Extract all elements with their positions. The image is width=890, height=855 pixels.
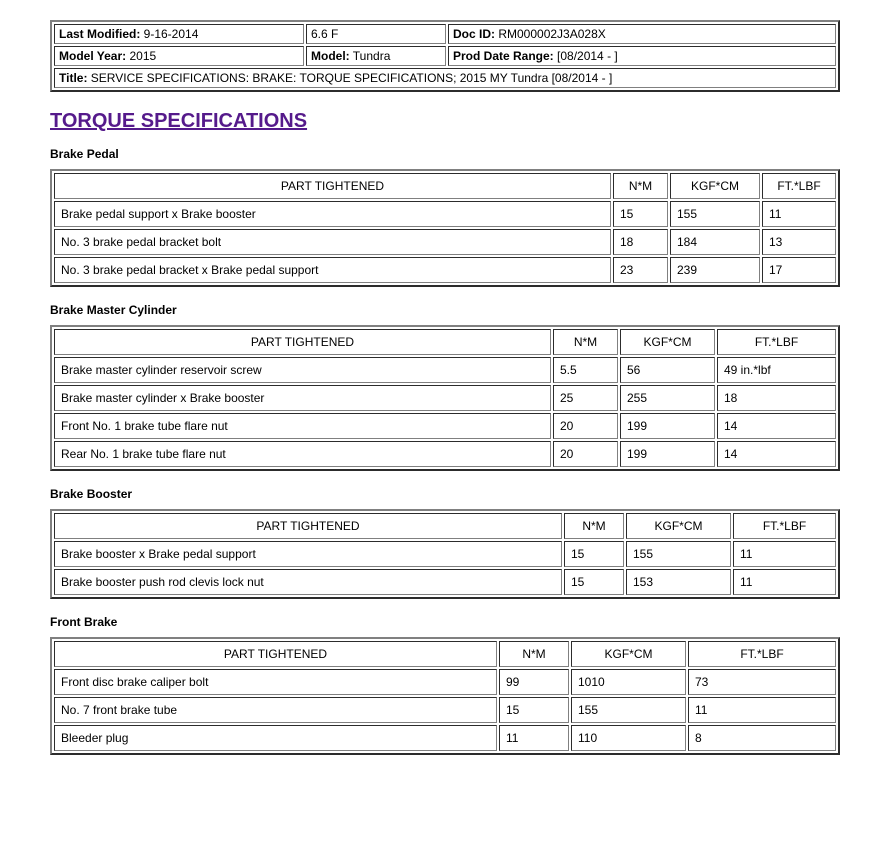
table-cell: 153: [626, 569, 731, 595]
table-cell: 15: [613, 201, 668, 227]
table-cell: 56: [620, 357, 715, 383]
table-header: FT.*LBF: [717, 329, 836, 355]
table-row: Brake master cylinder reservoir screw5.5…: [54, 357, 836, 383]
section-label: Brake Master Cylinder: [50, 303, 840, 317]
table-row: No. 3 brake pedal bracket bolt1818413: [54, 229, 836, 255]
table-row: Brake booster push rod clevis lock nut15…: [54, 569, 836, 595]
table-cell: Brake master cylinder reservoir screw: [54, 357, 551, 383]
document-meta-table: Last Modified: 9-16-2014 6.6 F Doc ID: R…: [50, 20, 840, 92]
table-header: FT.*LBF: [688, 641, 836, 667]
section-label: Brake Booster: [50, 487, 840, 501]
table-header: PART TIGHTENED: [54, 329, 551, 355]
table-cell: 5.5: [553, 357, 618, 383]
table-header: FT.*LBF: [733, 513, 836, 539]
torque-table: PART TIGHTENEDN*MKGF*CMFT.*LBFBrake mast…: [50, 325, 840, 471]
table-cell: 25: [553, 385, 618, 411]
page-title: TORQUE SPECIFICATIONS: [50, 110, 840, 133]
table-cell: 1010: [571, 669, 686, 695]
table-cell: 15: [564, 541, 624, 567]
prod-date-label: Prod Date Range:: [453, 49, 554, 63]
table-cell: 13: [762, 229, 836, 255]
table-cell: 14: [717, 441, 836, 467]
doc-id-label: Doc ID:: [453, 27, 495, 41]
table-cell: Brake pedal support x Brake booster: [54, 201, 611, 227]
table-cell: 20: [553, 413, 618, 439]
table-header: N*M: [499, 641, 569, 667]
table-cell: Brake master cylinder x Brake booster: [54, 385, 551, 411]
table-header: KGF*CM: [670, 173, 760, 199]
doc-id-value: RM000002J3A028X: [495, 27, 606, 41]
table-cell: Brake booster x Brake pedal support: [54, 541, 562, 567]
table-cell: 99: [499, 669, 569, 695]
table-cell: Brake booster push rod clevis lock nut: [54, 569, 562, 595]
table-row: No. 7 front brake tube1515511: [54, 697, 836, 723]
table-cell: 155: [670, 201, 760, 227]
table-cell: No. 7 front brake tube: [54, 697, 497, 723]
title-value: SERVICE SPECIFICATIONS: BRAKE: TORQUE SP…: [87, 71, 612, 85]
table-cell: Front disc brake caliper bolt: [54, 669, 497, 695]
section-label: Brake Pedal: [50, 147, 840, 161]
table-cell: 23: [613, 257, 668, 283]
table-cell: 14: [717, 413, 836, 439]
table-header: FT.*LBF: [762, 173, 836, 199]
table-cell: 255: [620, 385, 715, 411]
prod-date-value: [08/2014 - ]: [554, 49, 618, 63]
table-header: PART TIGHTENED: [54, 641, 497, 667]
table-cell: 17: [762, 257, 836, 283]
model-year-label: Model Year:: [59, 49, 126, 63]
table-cell: No. 3 brake pedal bracket bolt: [54, 229, 611, 255]
table-header: PART TIGHTENED: [54, 173, 611, 199]
table-header: KGF*CM: [571, 641, 686, 667]
table-header: KGF*CM: [620, 329, 715, 355]
table-cell: 15: [564, 569, 624, 595]
last-modified-value: 9-16-2014: [140, 27, 198, 41]
table-cell: 155: [626, 541, 731, 567]
table-cell: 239: [670, 257, 760, 283]
torque-table: PART TIGHTENEDN*MKGF*CMFT.*LBFBrake boos…: [50, 509, 840, 599]
table-cell: 18: [717, 385, 836, 411]
table-cell: 11: [733, 569, 836, 595]
model-year-value: 2015: [126, 49, 156, 63]
title-label: Title:: [59, 71, 87, 85]
table-header: PART TIGHTENED: [54, 513, 562, 539]
table-cell: 49 in.*lbf: [717, 357, 836, 383]
torque-table: PART TIGHTENEDN*MKGF*CMFT.*LBFBrake peda…: [50, 169, 840, 287]
table-row: Rear No. 1 brake tube flare nut2019914: [54, 441, 836, 467]
table-cell: 11: [499, 725, 569, 751]
table-cell: 11: [762, 201, 836, 227]
last-modified-label: Last Modified:: [59, 27, 140, 41]
table-cell: 73: [688, 669, 836, 695]
table-header: KGF*CM: [626, 513, 731, 539]
version-cell: 6.6 F: [306, 24, 446, 44]
table-cell: 199: [620, 441, 715, 467]
table-row: Front No. 1 brake tube flare nut2019914: [54, 413, 836, 439]
table-cell: 18: [613, 229, 668, 255]
table-cell: 8: [688, 725, 836, 751]
table-cell: 15: [499, 697, 569, 723]
table-cell: No. 3 brake pedal bracket x Brake pedal …: [54, 257, 611, 283]
table-row: Brake booster x Brake pedal support15155…: [54, 541, 836, 567]
table-row: Brake master cylinder x Brake booster252…: [54, 385, 836, 411]
table-cell: 11: [733, 541, 836, 567]
table-header: N*M: [564, 513, 624, 539]
table-row: No. 3 brake pedal bracket x Brake pedal …: [54, 257, 836, 283]
section-label: Front Brake: [50, 615, 840, 629]
table-cell: 11: [688, 697, 836, 723]
model-label: Model:: [311, 49, 350, 63]
table-cell: Rear No. 1 brake tube flare nut: [54, 441, 551, 467]
table-cell: 155: [571, 697, 686, 723]
torque-table: PART TIGHTENEDN*MKGF*CMFT.*LBFFront disc…: [50, 637, 840, 755]
table-cell: 110: [571, 725, 686, 751]
table-cell: 184: [670, 229, 760, 255]
table-row: Front disc brake caliper bolt99101073: [54, 669, 836, 695]
table-row: Brake pedal support x Brake booster15155…: [54, 201, 836, 227]
table-row: Bleeder plug111108: [54, 725, 836, 751]
table-header: N*M: [553, 329, 618, 355]
model-value: Tundra: [350, 49, 391, 63]
table-cell: Bleeder plug: [54, 725, 497, 751]
table-header: N*M: [613, 173, 668, 199]
table-cell: Front No. 1 brake tube flare nut: [54, 413, 551, 439]
table-cell: 199: [620, 413, 715, 439]
table-cell: 20: [553, 441, 618, 467]
